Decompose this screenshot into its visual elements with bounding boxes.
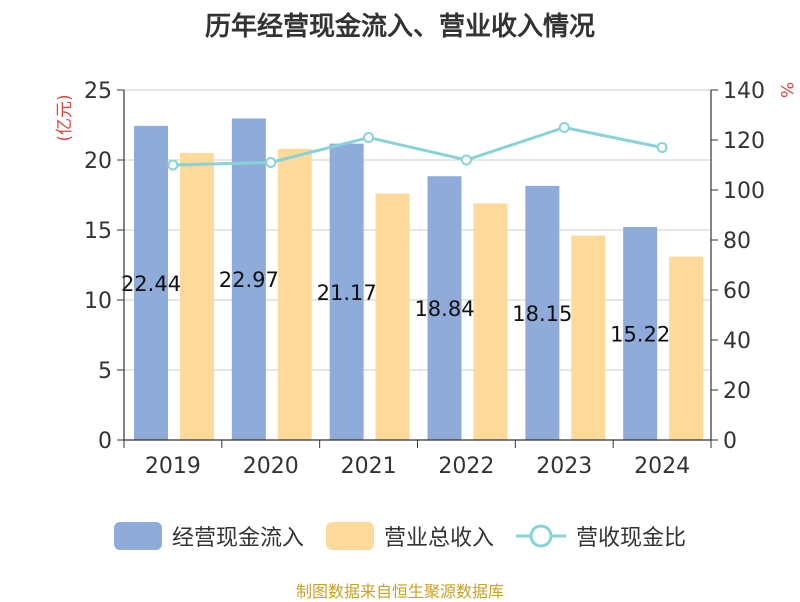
point-cash-ratio bbox=[656, 142, 668, 153]
bar-revenue bbox=[375, 193, 410, 440]
y-tick-label-right: 60 bbox=[723, 279, 751, 304]
y-tick-label-right: 100 bbox=[723, 179, 765, 204]
y-tick-label-left: 15 bbox=[84, 219, 112, 244]
legend-item-cash-inflow[interactable]: 经营现金流入 bbox=[113, 520, 304, 552]
bar-cash-inflow bbox=[231, 118, 266, 441]
bar-revenue bbox=[571, 235, 606, 440]
bar-cash-inflow bbox=[329, 143, 364, 440]
chart-legend: 经营现金流入 营业总收入 营收现金比 bbox=[0, 518, 800, 554]
x-tick-label: 2019 bbox=[145, 454, 201, 479]
y-axis-label-right: % bbox=[776, 82, 796, 98]
x-tick-label: 2021 bbox=[341, 454, 397, 479]
y-tick-label-left: 10 bbox=[84, 289, 112, 314]
bar-revenue bbox=[179, 153, 214, 440]
legend-swatch-revenue bbox=[325, 522, 374, 550]
data-source-note: 制图数据来自恒生聚源数据库 bbox=[295, 582, 504, 601]
legend-label-revenue: 营业总收入 bbox=[383, 526, 494, 551]
bar-cash-inflow bbox=[525, 185, 560, 440]
data-label-cash-inflow: 18.84 bbox=[414, 297, 474, 321]
data-label-cash-inflow: 18.15 bbox=[512, 302, 572, 326]
bar-revenue bbox=[473, 203, 508, 440]
bar-cash-inflow bbox=[427, 176, 462, 441]
bar-revenue bbox=[277, 148, 312, 441]
y-tick-label-left: 20 bbox=[84, 149, 112, 174]
bar-cash-inflow bbox=[623, 226, 658, 440]
y-tick-label-right: 140 bbox=[723, 79, 765, 104]
y-axis-label-left: (亿元) bbox=[55, 94, 75, 141]
data-label-cash-inflow: 21.17 bbox=[317, 281, 377, 305]
y-tick-label-right: 0 bbox=[723, 429, 737, 454]
data-label-cash-inflow: 22.44 bbox=[121, 272, 181, 296]
bar-revenue bbox=[669, 256, 704, 440]
y-tick-label-left: 5 bbox=[98, 359, 112, 384]
legend-swatch-cash-inflow bbox=[113, 522, 162, 550]
x-tick-label: 2022 bbox=[438, 454, 494, 479]
y-tick-label-right: 40 bbox=[723, 329, 751, 354]
y-tick-label-left: 0 bbox=[98, 429, 112, 454]
y-tick-label-right: 80 bbox=[723, 229, 751, 254]
legend-item-revenue[interactable]: 营业总收入 bbox=[325, 520, 494, 552]
y-tick-label-left: 25 bbox=[84, 79, 112, 104]
x-tick-label: 2024 bbox=[634, 454, 690, 479]
legend-item-cash-ratio[interactable]: 营收现金比 bbox=[516, 520, 686, 552]
data-label-cash-inflow: 22.97 bbox=[219, 268, 279, 292]
legend-label-cash-inflow: 经营现金流入 bbox=[171, 526, 304, 551]
chart-plot: 22.44 22.97 21.17 18.84 18.15 15.22 0 5 10 15 20 25… bbox=[55, 79, 796, 479]
chart-title: 历年经营现金流入、营业收入情况 bbox=[204, 12, 595, 42]
point-cash-ratio bbox=[363, 132, 375, 143]
legend-label-cash-ratio: 营收现金比 bbox=[576, 526, 687, 551]
y-tick-label-right: 20 bbox=[723, 379, 751, 404]
x-tick-label: 2023 bbox=[536, 454, 592, 479]
point-cash-ratio bbox=[167, 159, 179, 171]
point-cash-ratio bbox=[265, 157, 277, 168]
point-cash-ratio bbox=[460, 154, 472, 166]
y-tick-label-right: 120 bbox=[723, 129, 765, 154]
legend-swatch-cash-ratio bbox=[516, 524, 566, 548]
point-cash-ratio bbox=[558, 122, 570, 133]
data-label-cash-inflow: 15.22 bbox=[610, 322, 670, 346]
line-cash-ratio bbox=[172, 125, 663, 167]
x-tick-label: 2020 bbox=[243, 454, 299, 479]
bar-cash-inflow bbox=[134, 125, 168, 440]
